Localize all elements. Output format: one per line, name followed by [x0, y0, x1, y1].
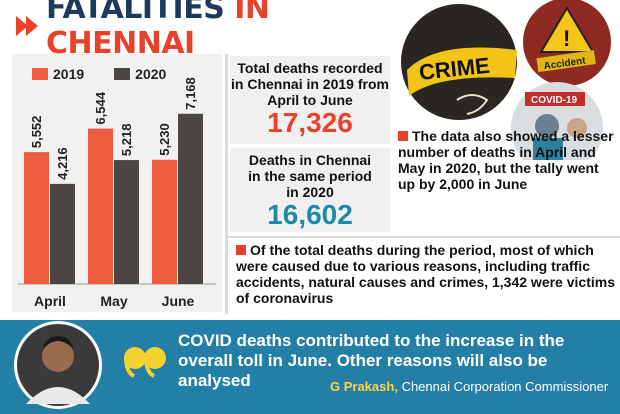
accident-photo: ! Accident — [523, 0, 611, 86]
legend-item-2020: 2020 — [114, 66, 166, 82]
bullet-icon — [236, 245, 246, 255]
legend-label-2019: 2019 — [53, 66, 85, 82]
bar-2020-april — [50, 183, 75, 284]
covid-photo-text: COVID-19 — [531, 95, 578, 106]
data-label-2020-june: 7,168 — [183, 77, 198, 110]
quote-decor-svg — [14, 321, 166, 409]
page-title: FATALITIES IN CHENNAI — [46, 0, 395, 61]
quote-text: COVID deaths contributed to the increase… — [178, 331, 565, 390]
stat-2020-label: Deaths in Chennai in the same period in … — [248, 152, 372, 200]
note-2-text: Of the total deaths during the period, m… — [236, 242, 615, 306]
vertical-divider — [225, 54, 228, 314]
data-label-2019-june: 5,230 — [157, 123, 172, 156]
note-causes: Of the total deaths during the period, m… — [236, 242, 616, 306]
photo-collage-svg: CRIME ! Accident COVID-19 — [401, 0, 611, 174]
horizontal-divider — [228, 236, 620, 238]
quote-mark-icon — [124, 347, 166, 378]
quote-attribution: G Prakash, Chennai Corporation Commissio… — [330, 379, 608, 394]
portrait-photo — [14, 321, 102, 409]
bar-2019-may — [88, 128, 113, 284]
legend-swatch-2020 — [114, 68, 131, 80]
stat-2020-value: 16,602 — [267, 199, 353, 230]
note-deaths-trend: The data also showed a lesser number of … — [396, 128, 618, 192]
bar-2019-april — [24, 152, 49, 284]
legend-label-2020: 2020 — [135, 66, 167, 82]
double-chevron-icon — [16, 16, 38, 36]
category-label-april: April — [34, 293, 66, 309]
chart-legend: 2019 2020 — [32, 66, 166, 82]
legend-swatch-2019 — [32, 68, 48, 80]
note-1-text: The data also showed a lesser number of … — [398, 128, 614, 192]
data-label-2019-april: 5,552 — [29, 116, 44, 149]
bar-2020-may — [114, 160, 139, 284]
page-header: FATALITIES IN CHENNAI — [0, 0, 395, 61]
data-label-2020-may: 5,218 — [119, 124, 134, 157]
bar-2019-june — [152, 159, 177, 284]
data-label-2019-may: 6,544 — [93, 91, 108, 124]
crime-photo: CRIME — [401, 4, 517, 120]
bullet-icon — [398, 131, 408, 141]
speaker-name: G Prakash, — [330, 379, 398, 394]
category-label-june: June — [162, 293, 195, 309]
bar-chart: 5,552 4,216 April 6,544 5,218 May 5,230 7,168 Ju… — [18, 77, 216, 309]
warning-icon: ! — [563, 26, 570, 51]
category-label-may: May — [100, 293, 127, 309]
chart-panel: 2019 2020 5,552 4,216 April 6,544 5,218 May 5,… — [12, 54, 222, 312]
stat-2019-label: Total deaths recorded in Chennai in 2019… — [231, 60, 389, 108]
stat-box-2019: Total deaths recorded in Chennai in 2019… — [230, 56, 390, 144]
stat-box-2020: Deaths in Chennai in the same period in … — [230, 148, 390, 232]
title-part-1: FATALITIES — [46, 0, 225, 26]
bar-2020-june — [178, 113, 203, 284]
data-label-2020-april: 4,216 — [55, 147, 70, 180]
covid-photo: COVID-19 — [511, 82, 603, 174]
photo-collage: CRIME ! Accident COVID-19 — [397, 0, 620, 174]
speaker-role: Chennai Corporation Commissioner — [401, 379, 609, 394]
quote-band — [0, 320, 620, 414]
stat-2019-value: 17,326 — [267, 107, 353, 138]
legend-item-2019: 2019 — [32, 66, 84, 82]
